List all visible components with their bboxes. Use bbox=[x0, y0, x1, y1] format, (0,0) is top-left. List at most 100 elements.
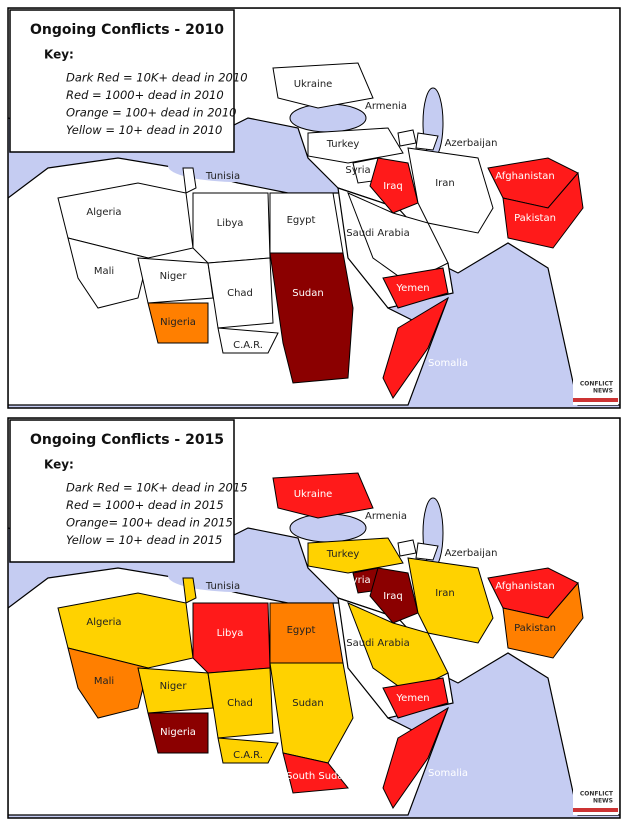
country-label: Iran bbox=[435, 178, 455, 189]
country-label: Saudi Arabia bbox=[346, 638, 409, 649]
map-title: Ongoing Conflicts - 2010 bbox=[30, 22, 224, 38]
country-label: Syria bbox=[345, 165, 370, 176]
country-label: Yemen bbox=[395, 693, 429, 704]
country bbox=[207, 667, 274, 739]
country-label: Tunisia bbox=[205, 581, 240, 592]
map-body: Ukraine Armenia Azerbaijan Turkey Syria Iraq I… bbox=[8, 418, 620, 818]
country-label: Libya bbox=[217, 218, 244, 229]
country-label: Somalia bbox=[428, 768, 468, 779]
map: Ukraine Armenia Azerbaijan Turkey Syria Iraq I… bbox=[7, 417, 621, 819]
country-label: Chad bbox=[227, 288, 253, 299]
country-label: Algeria bbox=[86, 617, 121, 628]
country-label: Armenia bbox=[365, 101, 407, 112]
watermark: CONFLICT bbox=[580, 791, 614, 798]
country bbox=[147, 712, 209, 754]
country bbox=[407, 147, 494, 234]
country-label: Algeria bbox=[86, 207, 121, 218]
country-label: Turkey bbox=[326, 549, 360, 560]
country-label: Sudan bbox=[292, 698, 324, 709]
country bbox=[282, 752, 349, 794]
watermark: NEWS bbox=[593, 388, 613, 395]
map-body: Ukraine Armenia Azerbaijan Turkey Syria Iraq I… bbox=[8, 8, 620, 408]
black-sea bbox=[289, 103, 367, 133]
country bbox=[207, 257, 274, 329]
key-box bbox=[9, 9, 235, 153]
country bbox=[272, 472, 374, 519]
country-label: Azerbaijan bbox=[445, 548, 498, 559]
country-label: South Sudan bbox=[286, 771, 350, 782]
country bbox=[415, 132, 439, 151]
key-heading: Key: bbox=[44, 48, 74, 62]
country bbox=[382, 677, 449, 719]
watermark-bar bbox=[573, 398, 618, 402]
country bbox=[369, 157, 419, 214]
country-label: Egypt bbox=[287, 625, 316, 636]
country-label: Libya bbox=[217, 628, 244, 639]
country bbox=[272, 62, 374, 109]
mediterranean bbox=[168, 560, 308, 592]
country bbox=[397, 539, 417, 557]
country-label: Pakistan bbox=[514, 213, 556, 224]
mediterranean bbox=[168, 150, 308, 182]
key-item: Dark Red = 10K+ dead in 2010 bbox=[66, 71, 248, 85]
key-item: Red = 1000+ dead in 2010 bbox=[66, 88, 224, 102]
country bbox=[382, 706, 450, 809]
key-item: Dark Red = 10K+ dead in 2015 bbox=[66, 481, 248, 495]
key-item: Orange = 100+ dead in 2010 bbox=[66, 106, 236, 120]
country-label: Turkey bbox=[326, 139, 360, 150]
country bbox=[269, 662, 354, 764]
country bbox=[182, 167, 197, 194]
key-box bbox=[9, 419, 235, 563]
country bbox=[397, 129, 417, 147]
key-item: Yellow = 10+ dead in 2010 bbox=[66, 123, 222, 137]
country-label: Nigeria bbox=[160, 317, 196, 328]
country-label: Azerbaijan bbox=[445, 138, 498, 149]
country-label: Pakistan bbox=[514, 623, 556, 634]
key-item: Orange= 100+ dead in 2015 bbox=[66, 516, 233, 530]
country-label: Yemen bbox=[395, 283, 429, 294]
country-label: Somalia bbox=[428, 358, 468, 369]
country-label: Saudi Arabia bbox=[346, 228, 409, 239]
country-label: Armenia bbox=[365, 511, 407, 522]
country bbox=[67, 647, 149, 719]
map-title: Ongoing Conflicts - 2015 bbox=[30, 432, 224, 448]
country bbox=[415, 542, 439, 561]
country-label: Iraq bbox=[383, 181, 403, 192]
country-label: C.A.R. bbox=[233, 340, 263, 351]
key-heading: Key: bbox=[44, 458, 74, 472]
country-label: Afghanistan bbox=[495, 581, 555, 592]
map-frame bbox=[7, 417, 621, 819]
country bbox=[217, 327, 279, 354]
watermark: CONFLICT bbox=[580, 381, 614, 388]
country-label: Iraq bbox=[383, 591, 403, 602]
key-item: Yellow = 10+ dead in 2015 bbox=[66, 533, 222, 547]
map: Ukraine Armenia Azerbaijan Turkey Syria Iraq I… bbox=[7, 7, 621, 409]
country bbox=[382, 296, 450, 399]
country-label: Ukraine bbox=[294, 489, 333, 500]
black-sea bbox=[289, 513, 367, 543]
country-label: Chad bbox=[227, 698, 253, 709]
country-label: Niger bbox=[160, 271, 188, 282]
country bbox=[269, 252, 354, 384]
country-label: Nigeria bbox=[160, 727, 196, 738]
country bbox=[502, 171, 584, 249]
country bbox=[502, 581, 584, 659]
watermark-bar bbox=[573, 808, 618, 812]
country bbox=[347, 602, 449, 694]
country-label: Tunisia bbox=[205, 171, 240, 182]
country bbox=[407, 557, 494, 644]
country bbox=[147, 302, 209, 344]
country bbox=[382, 267, 449, 309]
country-label: Mali bbox=[94, 266, 114, 277]
watermark: NEWS bbox=[593, 798, 613, 805]
key-item: Red = 1000+ dead in 2015 bbox=[66, 498, 224, 512]
country bbox=[182, 577, 197, 604]
country-label: C.A.R. bbox=[233, 750, 263, 761]
country bbox=[67, 237, 149, 309]
country-label: Iran bbox=[435, 588, 455, 599]
country bbox=[369, 567, 419, 624]
country-label: Afghanistan bbox=[495, 171, 555, 182]
country-label: Mali bbox=[94, 676, 114, 687]
